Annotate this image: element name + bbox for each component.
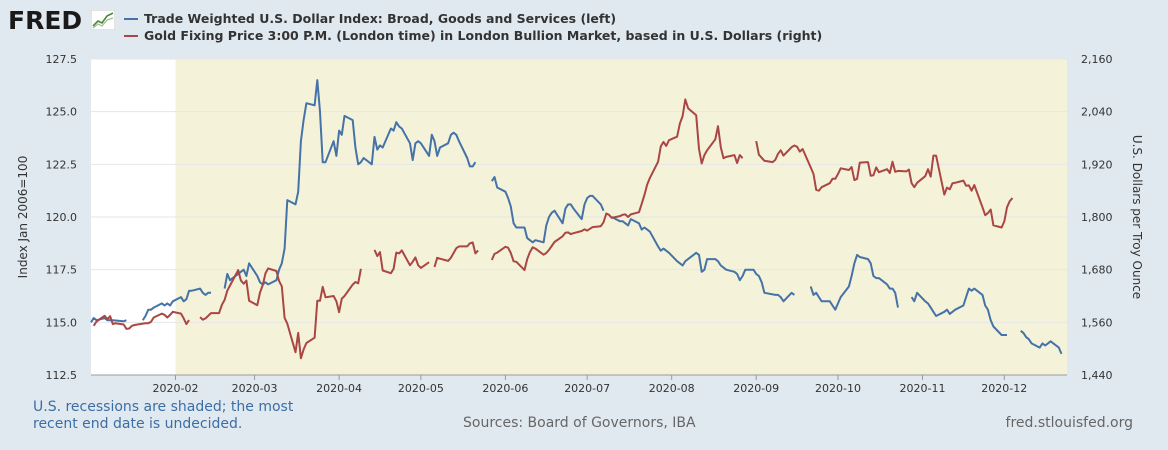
series-dollar-index-line[interactable] <box>490 176 605 244</box>
recession-note: U.S. recessions are shaded; the most rec… <box>33 399 293 433</box>
x-tick-label: 2020-07 <box>564 382 610 395</box>
series-gold-price-line[interactable] <box>92 310 190 330</box>
series-dollar-index-line[interactable] <box>611 216 796 303</box>
y-right-tick-label: 2,160 <box>1081 53 1113 66</box>
y-right-tick-label: 1,800 <box>1081 211 1113 224</box>
x-tick-label: 2020-03 <box>232 382 278 395</box>
y-left-tick-label: 122.5 <box>46 158 78 171</box>
y-right-tick-label: 1,440 <box>1081 369 1113 382</box>
series-gold-price-line[interactable] <box>755 140 1014 229</box>
legend-item-gold-price[interactable]: Gold Fixing Price 3:00 P.M. (London time… <box>124 28 822 43</box>
series-gold-price-line[interactable] <box>373 249 430 275</box>
series-gold-price-line[interactable] <box>490 98 744 272</box>
x-tick-label: 2020-09 <box>733 382 779 395</box>
chart-header: FRED Trade Weighted U.S. Dollar Index: B… <box>0 0 1168 50</box>
recession-note-line2: recent end date is undecided. <box>33 416 243 432</box>
y-right-tick-label: 2,040 <box>1081 106 1113 119</box>
series-dollar-index-line[interactable] <box>223 79 477 289</box>
legend-item-dollar-index[interactable]: Trade Weighted U.S. Dollar Index: Broad,… <box>124 11 616 26</box>
fred-logo[interactable]: FRED <box>8 6 83 35</box>
y-right-tick-label: 1,680 <box>1081 264 1113 277</box>
x-tick-label: 2020-12 <box>981 382 1027 395</box>
legend-label-dollar: Trade Weighted U.S. Dollar Index: Broad,… <box>144 11 617 26</box>
site-link[interactable]: fred.stlouisfed.org <box>1005 415 1133 431</box>
series-gold-price-line[interactable] <box>433 241 479 268</box>
x-tick-label: 2020-11 <box>900 382 946 395</box>
y-left-tick-label: 125.0 <box>46 106 78 119</box>
legend-swatch-dollar <box>124 17 138 20</box>
y-right-tick-label: 1,560 <box>1081 316 1113 329</box>
x-tick-label: 2020-08 <box>649 382 695 395</box>
y-left-tick-label: 127.5 <box>46 53 78 66</box>
x-tick-label: 2020-02 <box>153 382 199 395</box>
x-tick-label: 2020-06 <box>482 382 528 395</box>
y-right-axis-title: U.S. Dollars per Troy Ounce <box>1130 135 1144 299</box>
y-left-tick-label: 112.5 <box>46 369 78 382</box>
series-dollar-index-line[interactable] <box>141 287 211 321</box>
y-left-tick-label: 115.0 <box>46 316 78 329</box>
series-dollar-index-line[interactable] <box>1020 330 1063 355</box>
recession-note-line1: U.S. recessions are shaded; the most <box>33 399 294 415</box>
legend-label-gold: Gold Fixing Price 3:00 P.M. (London time… <box>144 28 823 43</box>
legend-swatch-gold <box>124 34 138 37</box>
x-tick-label: 2020-04 <box>316 382 362 395</box>
y-right-tick-label: 1,920 <box>1081 158 1113 171</box>
x-tick-label: 2020-05 <box>398 382 444 395</box>
series-dollar-index-line[interactable] <box>809 253 899 311</box>
y-left-axis-title: Index Jan 2006=100 <box>16 156 30 279</box>
series-dollar-index-line[interactable] <box>910 287 1007 336</box>
sources-text: Sources: Board of Governors, IBA <box>463 415 696 431</box>
x-tick-label: 2020-10 <box>815 382 861 395</box>
series-gold-price-line[interactable] <box>199 267 362 360</box>
y-left-tick-label: 117.5 <box>46 264 78 277</box>
y-left-tick-label: 120.0 <box>46 211 78 224</box>
fred-logo-graph-icon <box>91 10 115 30</box>
